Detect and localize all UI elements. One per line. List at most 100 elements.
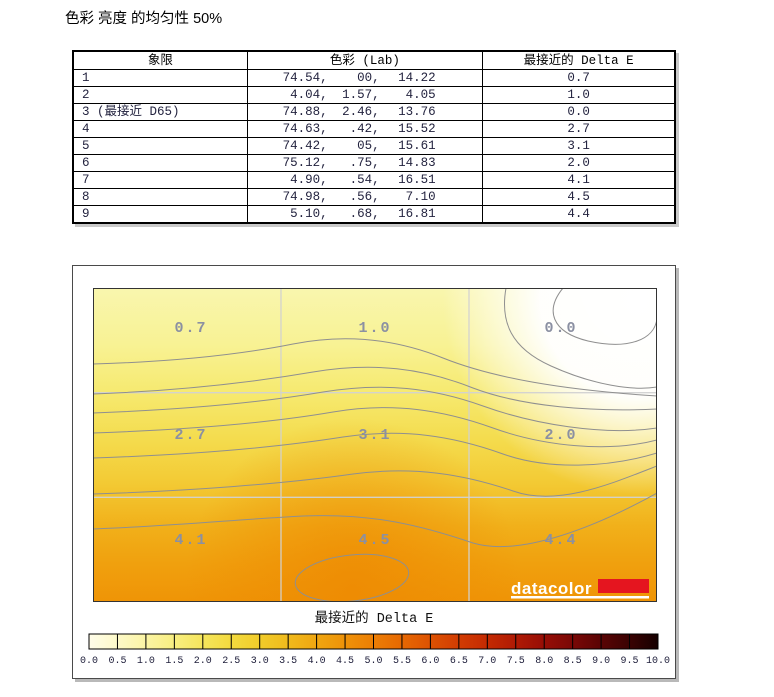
datacolor-logo: datacolor — [511, 579, 649, 599]
plot-border — [93, 288, 657, 602]
contour-value-label: 1.0 — [358, 320, 391, 337]
lab-component: 74.98, — [282, 190, 328, 204]
datacolor-logo-bar — [598, 579, 649, 593]
lab-value-cell: 74.42, 05, 15.61 — [246, 137, 484, 155]
lab-value-cell: 74.54, 00, 14.22 — [246, 69, 484, 87]
colorbar-tick-label: 2.5 — [222, 656, 240, 667]
quadrant-cell: 2 — [72, 86, 248, 104]
colorbar-tick-label: 1.0 — [137, 656, 155, 667]
colorbar-tick-label: 1.5 — [165, 656, 183, 667]
delta-e-cell: 1.0 — [482, 86, 676, 104]
colorbar-tick-label: 8.0 — [535, 656, 553, 667]
lab-component: .75, — [349, 156, 380, 170]
contour-plot: 0.7 1.0 0.0 2.7 3.1 2.0 4.1 4.5 4.4 datacolor — [93, 288, 657, 602]
table-row: 7 4.90, .54, 16.51 4.1 — [72, 171, 676, 189]
contour-labels: 0.7 1.0 0.0 2.7 3.1 2.0 4.1 4.5 4.4 — [174, 320, 577, 549]
contour-value-label: 0.0 — [544, 320, 577, 337]
lab-value-cell: 74.63, .42, 15.52 — [246, 120, 484, 138]
table-row: 3 (最接近 D65) 74.88, 2.46, 13.76 0.0 — [72, 103, 676, 121]
lab-component: 00, — [357, 71, 380, 85]
lab-value-cell: 4.90, .54, 16.51 — [246, 171, 484, 189]
lab-component: .68, — [349, 207, 380, 221]
lab-component: 75.12, — [282, 156, 328, 170]
contour-value-label: 2.7 — [174, 427, 207, 444]
colorbar-tick-label: 9.0 — [592, 656, 610, 667]
table-row: 9 5.10, .68, 16.81 4.4 — [72, 205, 676, 224]
table-row: 5 74.42, 05, 15.61 3.1 — [72, 137, 676, 155]
colorbar-tick-label: 2.0 — [194, 656, 212, 667]
lab-component: 4.04, — [290, 88, 328, 102]
lab-component: 14.22 — [398, 71, 436, 85]
quadrant-cell: 9 — [72, 205, 248, 224]
lab-component: 74.88, — [282, 105, 328, 119]
colorbar-tick-label: 6.5 — [450, 656, 468, 667]
lab-component: 2.46, — [342, 105, 380, 119]
lab-component: 15.61 — [398, 139, 436, 153]
page-title: 色彩 亮度 的均匀性 50% — [65, 11, 223, 27]
table-row: 6 75.12, .75, 14.83 2.0 — [72, 154, 676, 172]
colorbar-border — [88, 633, 659, 650]
header-delta-e: 最接近的 Delta E — [482, 50, 676, 70]
colorbar-tick-labels: 0.0 0.5 1.0 1.5 2.0 2.5 3.0 3.5 4.0 4.5 5.0 5.5 6.0 6… — [80, 656, 670, 667]
contour-value-label: 4.1 — [174, 532, 207, 549]
delta-e-cell: 4.1 — [482, 171, 676, 189]
delta-e-cell: 2.7 — [482, 120, 676, 138]
lab-value-cell: 74.88, 2.46, 13.76 — [246, 103, 484, 121]
colorbar-tick-label: 3.0 — [251, 656, 269, 667]
delta-e-cell: 3.1 — [482, 137, 676, 155]
quadrant-cell: 1 — [72, 69, 248, 87]
lab-component: 05, — [357, 139, 380, 153]
colorbar-tick-label: 4.0 — [308, 656, 326, 667]
lab-component: 74.42, — [282, 139, 328, 153]
table-header-row: 象限 色彩 (Lab) 最接近的 Delta E — [72, 50, 676, 70]
lab-component: 74.54, — [282, 71, 328, 85]
grid-lines — [93, 288, 657, 602]
colorbar-tick-label: 0.0 — [80, 656, 98, 667]
lab-value-cell: 4.04, 1.57, 4.05 — [246, 86, 484, 104]
colorbar-tick-label: 8.5 — [564, 656, 582, 667]
lab-component: 16.81 — [398, 207, 436, 221]
lab-value-cell: 74.98, .56, 7.10 — [246, 188, 484, 206]
datacolor-logo-text: datacolor — [511, 579, 592, 598]
header-lab: 色彩 (Lab) — [246, 50, 484, 70]
uniformity-chart-panel: 0.7 1.0 0.0 2.7 3.1 2.0 4.1 4.5 4.4 datacolor 最接… — [72, 265, 676, 679]
contour-value-label: 4.5 — [358, 532, 391, 549]
lab-component: .42, — [349, 122, 380, 136]
table-row: 4 74.63, .42, 15.52 2.7 — [72, 120, 676, 138]
delta-e-cell: 4.5 — [482, 188, 676, 206]
contour-value-label: 2.0 — [544, 427, 577, 444]
quadrant-cell: 7 — [72, 171, 248, 189]
colorbar-tick-label: 6.0 — [421, 656, 439, 667]
lab-component: 15.52 — [398, 122, 436, 136]
lab-component: 16.51 — [398, 173, 436, 187]
colorbar-tick-label: 7.5 — [507, 656, 525, 667]
table-row: 2 4.04, 1.57, 4.05 1.0 — [72, 86, 676, 104]
contour-value-label: 3.1 — [358, 427, 391, 444]
table-row: 1 74.54, 00, 14.22 0.7 — [72, 69, 676, 87]
colorbar-tick-label: 7.0 — [478, 656, 496, 667]
quadrant-cell: 6 — [72, 154, 248, 172]
colorbar-tick-label: 4.5 — [336, 656, 354, 667]
quadrant-cell: 5 — [72, 137, 248, 155]
colorbar: 0.0 0.5 1.0 1.5 2.0 2.5 3.0 3.5 4.0 4.5 5.0 5.5 6.0 6… — [80, 633, 670, 667]
lab-value-cell: 75.12, .75, 14.83 — [246, 154, 484, 172]
contour-value-label: 4.4 — [544, 532, 577, 549]
colorbar-tick-label: 0.5 — [108, 656, 126, 667]
uniformity-table: 象限 色彩 (Lab) 最接近的 Delta E 1 74.54, 00, 14.22… — [72, 50, 676, 224]
lab-component: 74.63, — [282, 122, 328, 136]
quadrant-cell: 3 (最接近 D65) — [72, 103, 248, 121]
datacolor-logo-underline — [511, 596, 649, 599]
uniformity-table-body: 1 74.54, 00, 14.22 0.7 2 4.04, 1.57, 4.05 1.0 3 (最… — [72, 69, 676, 224]
colorbar-tick-label: 9.5 — [621, 656, 639, 667]
colorbar-title: 最接近的 Delta E — [314, 612, 434, 627]
colorbar-tick-label: 5.0 — [364, 656, 382, 667]
lab-component: .54, — [349, 173, 380, 187]
colorbar-tick-label: 5.5 — [393, 656, 411, 667]
colorbar-tick-label: 3.5 — [279, 656, 297, 667]
lab-component: 14.83 — [398, 156, 436, 170]
quadrant-cell: 8 — [72, 188, 248, 206]
lab-component: 7.10 — [405, 190, 436, 204]
delta-e-cell: 4.4 — [482, 205, 676, 224]
colorbar-ticks — [116, 634, 631, 649]
lab-component: 5.10, — [290, 207, 328, 221]
